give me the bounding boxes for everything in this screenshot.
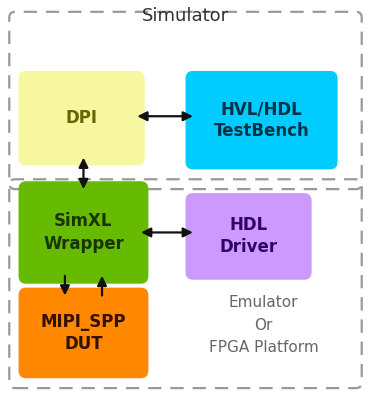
Text: HVL/HDL
TestBench: HVL/HDL TestBench [214, 100, 309, 140]
FancyBboxPatch shape [19, 181, 148, 284]
Text: DPI: DPI [66, 109, 98, 127]
FancyBboxPatch shape [19, 71, 145, 165]
FancyBboxPatch shape [186, 193, 312, 280]
Text: Simulator: Simulator [142, 7, 229, 25]
FancyBboxPatch shape [186, 71, 338, 169]
Text: HDL
Driver: HDL Driver [220, 216, 278, 256]
FancyBboxPatch shape [19, 288, 148, 378]
Text: Emulator
Or
FPGA Platform: Emulator Or FPGA Platform [209, 296, 318, 355]
Text: SimXL
Wrapper: SimXL Wrapper [43, 212, 124, 253]
Text: MIPI_SPP
DUT: MIPI_SPP DUT [41, 313, 126, 353]
